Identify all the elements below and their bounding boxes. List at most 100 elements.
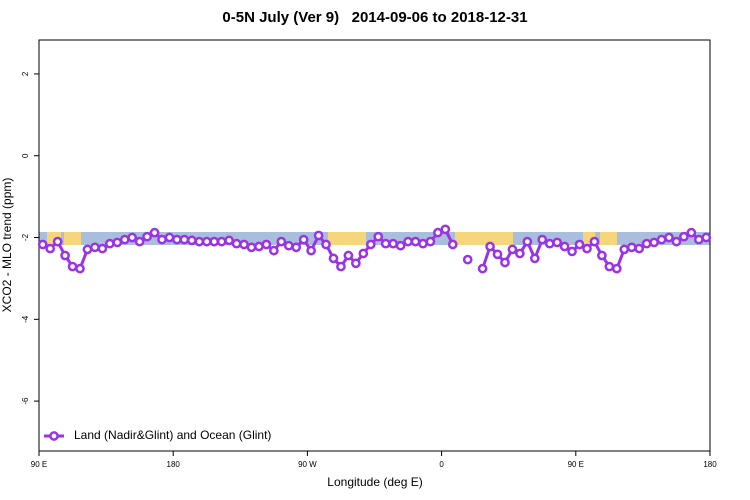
data-point: [552, 237, 563, 248]
x-tick-label: 0: [439, 460, 444, 469]
data-point: [529, 253, 540, 264]
data-point: [336, 261, 346, 272]
y-tick-label: -2: [21, 233, 30, 241]
data-point: [351, 258, 361, 269]
land-band: [328, 232, 366, 245]
data-point: [321, 239, 331, 250]
data-point: [544, 238, 555, 249]
data-point: [477, 263, 488, 274]
data-point: [589, 236, 600, 247]
data-point: [462, 254, 473, 265]
data-point: [701, 232, 712, 243]
data-point: [172, 234, 182, 245]
data-point: [425, 236, 436, 247]
data-point: [433, 227, 443, 238]
data-point: [574, 239, 585, 250]
land-band: [600, 232, 617, 245]
data-point: [134, 236, 145, 247]
data-point: [641, 238, 652, 249]
data-point: [254, 241, 264, 252]
data-point: [373, 231, 384, 242]
data-point: [567, 246, 577, 257]
data-point: [440, 224, 451, 235]
y-tick-label: 0: [21, 153, 30, 158]
legend-marker: [49, 431, 59, 441]
data-point: [388, 238, 398, 249]
data-point: [693, 234, 704, 245]
data-point: [485, 241, 495, 252]
data-point: [201, 236, 212, 247]
data-point: [395, 240, 406, 251]
data-point: [619, 244, 630, 255]
data-point: [269, 245, 279, 256]
y-axis-label: XCO2 - MLO trend (ppm): [0, 178, 14, 313]
data-point: [224, 235, 234, 246]
x-tick-label: 90 W: [298, 460, 317, 469]
x-tick-label: 90 E: [568, 460, 584, 469]
data-point: [52, 236, 63, 247]
data-point: [500, 257, 510, 268]
data-point: [410, 236, 421, 247]
data-point: [649, 237, 659, 248]
data-point: [522, 236, 533, 247]
data-point: [239, 239, 249, 250]
data-point: [298, 234, 309, 245]
data-point: [380, 238, 391, 249]
data-point: [582, 243, 592, 254]
data-point: [492, 249, 503, 260]
data-point: [276, 236, 287, 247]
data-point: [537, 234, 548, 245]
data-point: [231, 238, 242, 249]
data-point: [157, 234, 167, 245]
data-point: [664, 232, 674, 243]
data-point: [37, 239, 48, 250]
land-band: [64, 232, 81, 245]
x-tick-label: 90 E: [31, 460, 47, 469]
data-point: [306, 245, 316, 256]
data-point: [82, 244, 93, 255]
data-point: [365, 239, 376, 250]
data-point: [60, 250, 70, 261]
legend-label: Land (Nadir&Glint) and Ocean (Glint): [74, 428, 271, 442]
chart-title: 0-5N July (Ver 9) 2014-09-06 to 2018-12-…: [222, 9, 527, 26]
data-point: [418, 238, 428, 249]
data-point: [67, 261, 78, 272]
land-band: [455, 232, 513, 245]
y-tick-label: -4: [21, 315, 30, 323]
data-point: [179, 234, 190, 245]
y-tick-label: -6: [21, 397, 30, 405]
data-point: [313, 230, 324, 241]
data-point: [507, 244, 518, 255]
data-point: [328, 253, 339, 264]
data-point: [261, 239, 272, 250]
data-point: [75, 263, 85, 274]
data-point: [127, 232, 138, 243]
data-point: [447, 239, 458, 250]
data-point: [283, 240, 294, 251]
data-point: [246, 242, 257, 253]
data-point: [97, 243, 108, 254]
data-point: [149, 227, 160, 238]
data-point: [686, 227, 697, 238]
data-point: [186, 235, 197, 246]
data-point: [597, 250, 607, 261]
data-point: [403, 236, 413, 247]
data-point: [142, 231, 152, 242]
data-point: [104, 238, 115, 249]
data-point: [112, 237, 123, 248]
x-axis-label: Longitude (deg E): [327, 475, 422, 489]
data-point: [164, 232, 175, 243]
data-point: [343, 250, 354, 261]
data-point: [626, 242, 637, 253]
data-point: [194, 236, 205, 247]
data-point: [559, 241, 570, 252]
data-point: [209, 236, 220, 247]
x-tick-label: 180: [167, 460, 181, 469]
data-point: [611, 263, 622, 274]
data-point: [671, 236, 682, 247]
y-tick-label: 2: [21, 71, 30, 76]
data-point: [679, 231, 689, 242]
data-point: [515, 248, 525, 259]
data-point: [119, 234, 130, 245]
